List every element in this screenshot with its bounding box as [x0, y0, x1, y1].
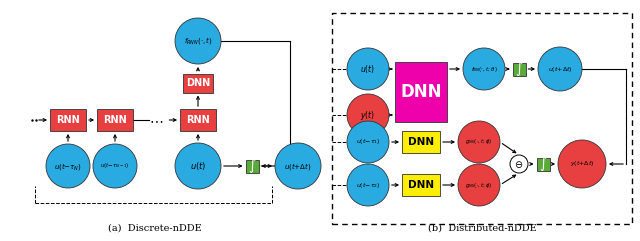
Text: $f_{RNN}(\cdot,t)$: $f_{RNN}(\cdot,t)$	[184, 35, 212, 47]
Circle shape	[347, 121, 389, 163]
Text: $g_{NN}(\cdot,t;\phi)$: $g_{NN}(\cdot,t;\phi)$	[465, 138, 493, 147]
Circle shape	[347, 94, 389, 136]
Text: RNN: RNN	[103, 115, 127, 125]
FancyBboxPatch shape	[183, 74, 213, 93]
Text: $u(t{-}\tau_2)$: $u(t{-}\tau_2)$	[356, 181, 380, 189]
Text: $u(t)$: $u(t)$	[360, 63, 376, 75]
Text: $u(t{+}\Delta t)$: $u(t{+}\Delta t)$	[548, 65, 572, 74]
FancyBboxPatch shape	[402, 174, 440, 196]
Text: $y(t{+}\Delta t)$: $y(t{+}\Delta t)$	[570, 160, 595, 168]
Circle shape	[458, 121, 500, 163]
Circle shape	[558, 140, 606, 188]
Circle shape	[510, 155, 528, 173]
Text: DNN: DNN	[408, 180, 434, 190]
Text: $\ominus$: $\ominus$	[515, 159, 524, 169]
Text: DNN: DNN	[186, 78, 210, 88]
Text: $y(t)$: $y(t)$	[360, 108, 376, 121]
Circle shape	[458, 164, 500, 206]
FancyBboxPatch shape	[246, 160, 259, 173]
Text: $\int$: $\int$	[515, 60, 523, 78]
Circle shape	[347, 48, 389, 90]
Text: $f_{NN}(\cdot,t;\theta)$: $f_{NN}(\cdot,t;\theta)$	[470, 65, 497, 74]
Text: DNN: DNN	[408, 137, 434, 147]
Text: (a)  Discrete-nDDE: (a) Discrete-nDDE	[108, 223, 202, 233]
Text: $u(t{-}\tau_N)$: $u(t{-}\tau_N)$	[54, 161, 82, 172]
Text: $u(t{+}\Delta t)$: $u(t{+}\Delta t)$	[284, 161, 312, 172]
FancyBboxPatch shape	[97, 109, 133, 131]
Circle shape	[275, 143, 321, 189]
Text: DNN: DNN	[400, 83, 442, 101]
Text: RNN: RNN	[56, 115, 80, 125]
Circle shape	[347, 164, 389, 206]
Text: RNN: RNN	[186, 115, 210, 125]
Text: $\int$: $\int$	[248, 157, 256, 175]
Text: $g_{NN}(\cdot,t;\phi)$: $g_{NN}(\cdot,t;\phi)$	[465, 181, 493, 189]
FancyBboxPatch shape	[513, 62, 525, 75]
Text: (b)  Distributed-nDDE: (b) Distributed-nDDE	[428, 223, 536, 233]
FancyBboxPatch shape	[402, 131, 440, 153]
Circle shape	[175, 18, 221, 64]
FancyBboxPatch shape	[180, 109, 216, 131]
Text: $u(t{-}\tau_1)$: $u(t{-}\tau_1)$	[356, 138, 380, 147]
Text: $\int$: $\int$	[539, 155, 547, 173]
Text: $\cdots$: $\cdots$	[149, 113, 164, 127]
Text: $u(t{-}\tau_{N-1})$: $u(t{-}\tau_{N-1})$	[100, 161, 130, 170]
Circle shape	[463, 48, 505, 90]
Circle shape	[93, 144, 137, 188]
Text: $u(t)$: $u(t)$	[190, 160, 206, 172]
FancyBboxPatch shape	[50, 109, 86, 131]
FancyBboxPatch shape	[395, 62, 447, 122]
FancyBboxPatch shape	[536, 158, 550, 170]
Circle shape	[538, 47, 582, 91]
Circle shape	[175, 143, 221, 189]
Circle shape	[46, 144, 90, 188]
